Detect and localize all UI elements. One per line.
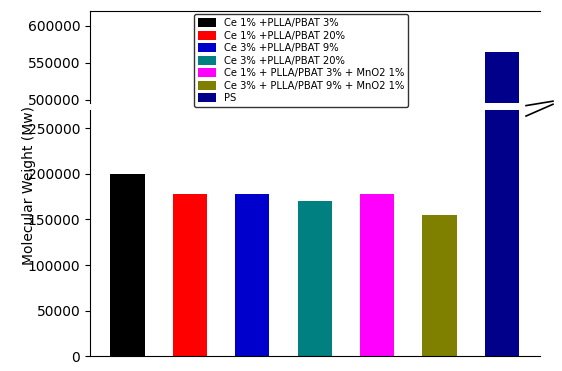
Bar bbox=[110, 321, 144, 371]
Bar bbox=[235, 337, 270, 371]
Bar bbox=[360, 194, 395, 356]
Bar bbox=[423, 215, 457, 356]
Bar bbox=[360, 337, 395, 371]
Bar bbox=[485, 107, 519, 371]
Bar bbox=[235, 194, 270, 356]
Bar bbox=[297, 343, 332, 371]
Bar bbox=[485, 52, 519, 371]
Bar bbox=[110, 174, 144, 356]
Bar bbox=[423, 354, 457, 371]
Bar bbox=[297, 201, 332, 356]
Bar bbox=[173, 337, 207, 371]
Text: Molecular Weight (Mw): Molecular Weight (Mw) bbox=[22, 106, 37, 265]
Bar bbox=[485, 0, 519, 356]
Bar bbox=[173, 194, 207, 356]
Legend: Ce 1% +PLLA/PBAT 3%, Ce 1% +PLLA/PBAT 20%, Ce 3% +PLLA/PBAT 9%, Ce 3% +PLLA/PBAT: Ce 1% +PLLA/PBAT 3%, Ce 1% +PLLA/PBAT 20… bbox=[194, 14, 408, 107]
